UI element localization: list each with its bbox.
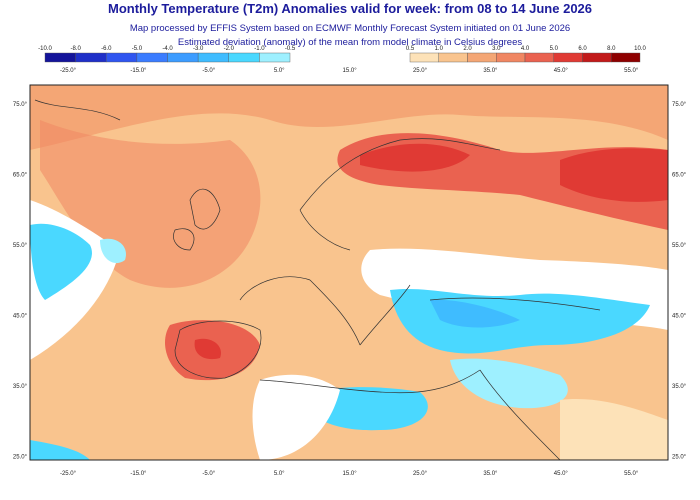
coastline bbox=[34, 99, 601, 460]
longitude-label: -5.0° bbox=[202, 68, 215, 74]
legend-label: 1.0 bbox=[435, 46, 444, 52]
legend-label: 10.0 bbox=[634, 46, 646, 52]
legend-swatch bbox=[524, 52, 554, 63]
legend-swatch bbox=[582, 52, 612, 63]
anomaly-field bbox=[360, 143, 470, 172]
latitude-label: 65.0° bbox=[13, 173, 28, 179]
longitude-label: 5.0° bbox=[274, 68, 285, 74]
map-frame bbox=[29, 84, 669, 461]
legend-label: 3.0 bbox=[492, 46, 501, 52]
latitude-label: 55.0° bbox=[13, 243, 28, 249]
map-area bbox=[29, 84, 669, 461]
legend-swatch bbox=[136, 52, 168, 63]
latitude-label: 45.0° bbox=[672, 314, 687, 320]
anomaly-field bbox=[450, 358, 568, 409]
subtitle: Map processed by EFFIS System based on E… bbox=[130, 23, 570, 34]
legend-label: -8.0 bbox=[70, 46, 81, 52]
legend-label: 4.0 bbox=[521, 46, 530, 52]
longitude-label: 15.0° bbox=[343, 471, 358, 477]
longitude-label: 25.0° bbox=[413, 471, 428, 477]
legend-label: 8.0 bbox=[607, 46, 616, 52]
legend-swatch bbox=[75, 52, 107, 63]
legend-label: -6.0 bbox=[101, 46, 112, 52]
title: Monthly Temperature (T2m) Anomalies vali… bbox=[108, 1, 592, 16]
longitude-label: 45.0° bbox=[554, 471, 569, 477]
longitude-label: -25.0° bbox=[60, 68, 77, 74]
anomaly-field bbox=[30, 85, 668, 150]
latitude-label: 75.0° bbox=[672, 102, 687, 108]
legend-swatch bbox=[467, 52, 497, 63]
latitude-label: 25.0° bbox=[672, 455, 687, 461]
anomaly-field bbox=[100, 238, 126, 264]
latitude-label: 45.0° bbox=[13, 314, 28, 320]
latitude-label: 55.0° bbox=[672, 243, 687, 249]
legend-swatch bbox=[438, 52, 468, 63]
legend-swatch bbox=[167, 52, 199, 63]
anomaly-field bbox=[560, 148, 668, 202]
longitude-label: 35.0° bbox=[483, 68, 498, 74]
subtitle: Estimated deviation (anomaly) of the mea… bbox=[178, 37, 523, 48]
legend-label: -10.0 bbox=[38, 46, 52, 52]
legend-label: 6.0 bbox=[578, 46, 587, 52]
legend-label: -1.0 bbox=[254, 46, 265, 52]
latitude-label: 25.0° bbox=[13, 455, 28, 461]
legend-swatch bbox=[611, 52, 641, 63]
longitude-label: 25.0° bbox=[413, 68, 428, 74]
latitude-label: 65.0° bbox=[672, 173, 687, 179]
anomaly-field bbox=[560, 399, 668, 460]
longitude-label: 55.0° bbox=[624, 68, 639, 74]
legend-label: -2.0 bbox=[224, 46, 235, 52]
legend-swatch bbox=[106, 52, 138, 63]
longitude-label: 15.0° bbox=[343, 68, 358, 74]
legend-swatch bbox=[259, 52, 291, 63]
longitude-label: 55.0° bbox=[624, 471, 639, 477]
longitude-label: -25.0° bbox=[60, 471, 77, 477]
longitude-label: 5.0° bbox=[274, 471, 285, 477]
longitude-label: 45.0° bbox=[554, 68, 569, 74]
latitude-label: 35.0° bbox=[13, 384, 28, 390]
anomaly-field bbox=[30, 440, 90, 460]
latitude-label: 35.0° bbox=[672, 384, 687, 390]
legend-swatch bbox=[553, 52, 583, 63]
legend-swatch bbox=[496, 52, 526, 63]
legend-label: -3.0 bbox=[193, 46, 204, 52]
longitude-label: -5.0° bbox=[202, 471, 215, 477]
anomaly-field bbox=[30, 223, 92, 300]
longitude-label: -15.0° bbox=[130, 471, 147, 477]
anomaly-field bbox=[252, 374, 340, 460]
legend-swatch bbox=[409, 52, 439, 63]
legend-label: -5.0 bbox=[132, 46, 143, 52]
legend-label: -4.0 bbox=[162, 46, 173, 52]
longitude-label: 35.0° bbox=[483, 471, 498, 477]
latitude-label: 75.0° bbox=[13, 102, 28, 108]
anomaly-field bbox=[430, 299, 520, 328]
legend-swatch bbox=[44, 52, 76, 63]
legend-swatch bbox=[197, 52, 229, 63]
legend-swatch bbox=[228, 52, 260, 63]
anomaly-field bbox=[194, 338, 221, 360]
legend-label: 5.0 bbox=[550, 46, 559, 52]
legend-label: 2.0 bbox=[463, 46, 472, 52]
longitude-label: -15.0° bbox=[130, 68, 147, 74]
legend-label: 0.5 bbox=[406, 46, 415, 52]
legend-label: -0.5 bbox=[285, 46, 296, 52]
